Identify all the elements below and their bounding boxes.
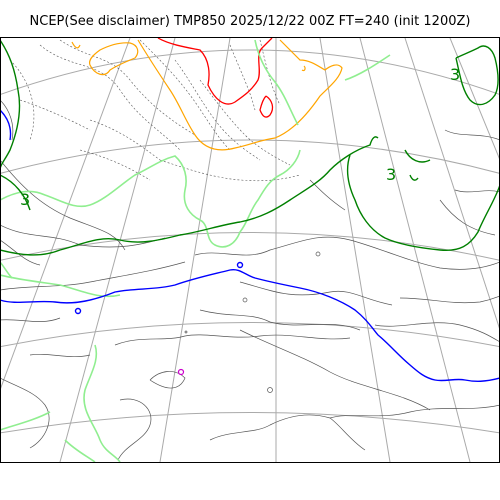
coastline	[149, 371, 186, 389]
coastline	[454, 189, 499, 193]
map-frame	[0, 37, 500, 463]
dotted-contour	[79, 149, 151, 181]
zero-isotherm	[1, 268, 499, 383]
dotted-contours	[9, 39, 301, 182]
island	[184, 330, 188, 334]
zero-isotherm	[1, 110, 12, 141]
red-isotherm	[259, 95, 274, 118]
isotherm-3	[1, 136, 379, 256]
coastline	[329, 404, 499, 419]
contour-label: 3	[450, 65, 460, 84]
longitude-line	[159, 38, 231, 463]
coastline	[209, 414, 366, 451]
latitude-line	[1, 49, 499, 95]
island	[242, 297, 248, 303]
light-green-isotherm	[1, 149, 301, 248]
orange-isotherm	[137, 39, 343, 151]
light-green-isotherm	[254, 39, 299, 126]
coastlines	[1, 100, 499, 461]
zero-isotherm-cell	[74, 307, 82, 315]
coastline	[114, 334, 351, 346]
isotherm-3	[404, 149, 431, 163]
island	[315, 251, 321, 257]
light-green-isotherm	[1, 411, 51, 431]
coastline	[1, 240, 41, 266]
isotherm-3-contours	[1, 40, 499, 256]
red-isotherm	[157, 38, 273, 105]
coastline	[1, 378, 50, 449]
longitude-line	[59, 38, 176, 463]
light-green-isotherm	[1, 274, 121, 298]
longitude-line	[359, 38, 471, 463]
red-contour	[157, 38, 274, 118]
zero-isotherm-cell	[236, 261, 244, 269]
latitude-line	[1, 139, 499, 174]
longitude-line	[404, 38, 499, 329]
coastline	[444, 129, 499, 141]
coastline	[239, 281, 393, 306]
light-green-isotherm	[64, 439, 96, 463]
coastline	[1, 100, 14, 141]
coastline	[117, 398, 152, 461]
dotted-contour	[199, 79, 291, 166]
orange-contours	[71, 39, 343, 151]
coastline	[29, 353, 91, 358]
coastline	[309, 179, 346, 211]
coastline	[399, 296, 499, 304]
dotted-contour	[9, 59, 35, 141]
coastline	[1, 160, 126, 251]
dotted-contour	[39, 44, 181, 151]
longitude-line	[449, 38, 499, 159]
isotherm-3	[1, 174, 31, 211]
dotted-contour	[89, 119, 161, 161]
map-title: NCEP(See disclaimer) TMP850 2025/12/22 0…	[29, 14, 471, 29]
dotted-contour	[59, 39, 196, 136]
latitude-line	[1, 232, 499, 261]
longitude-line	[1, 38, 131, 389]
latitude-line	[1, 322, 499, 348]
isotherm-3	[1, 40, 21, 168]
light-green-isotherm	[1, 261, 13, 279]
coastline	[194, 236, 499, 270]
dotted-contour	[19, 99, 91, 131]
isotherm-3	[346, 154, 499, 252]
light-green-isotherm	[344, 54, 391, 81]
coastline	[1, 317, 61, 322]
magenta-isotherm-cell	[177, 368, 185, 376]
dotted-contour	[174, 59, 261, 161]
coastline	[1, 261, 186, 291]
contour-label: 3	[20, 190, 30, 209]
island	[267, 387, 273, 393]
coastline	[439, 199, 496, 236]
orange-isotherm	[71, 41, 81, 49]
graticule	[1, 38, 499, 463]
isotherm-3	[409, 174, 419, 181]
light-green-isotherm	[83, 344, 121, 463]
orange-isotherm	[88, 42, 139, 76]
coastline	[239, 329, 431, 411]
dotted-contour	[229, 44, 256, 111]
zero-isotherm-contours	[1, 110, 499, 383]
orange-isotherm	[301, 65, 306, 72]
coastline	[1, 225, 166, 248]
coastline	[374, 322, 499, 342]
coastline	[199, 309, 361, 331]
longitude-line	[319, 38, 391, 463]
contour-label: 3	[386, 165, 396, 184]
latitude-line	[1, 412, 499, 434]
isotherm-3	[455, 45, 499, 106]
